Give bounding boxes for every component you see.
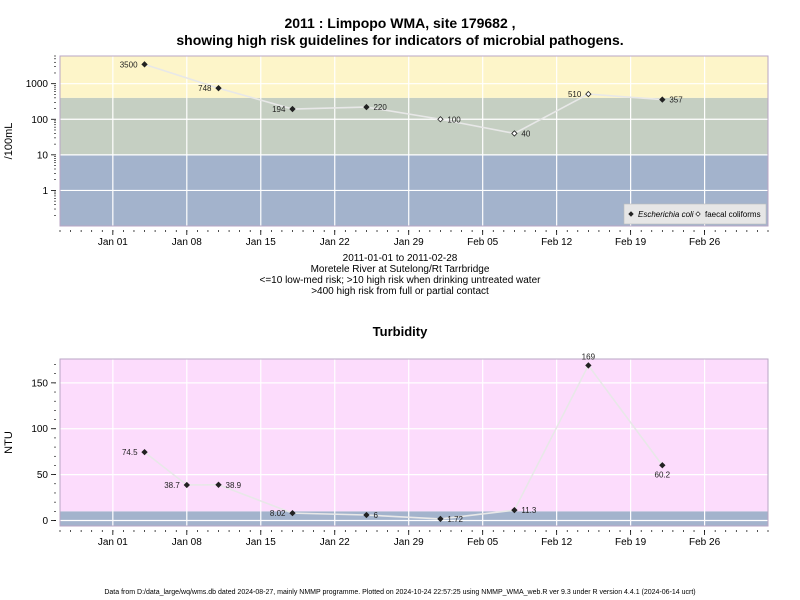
data-point-6 — [585, 90, 592, 98]
subtitle-site-name: Moretele River at Sutelong/Rt Tarrbridge — [310, 264, 490, 275]
footer-source-note: Data from D:/data_large/wq/wms.db dated … — [104, 589, 696, 596]
plot-frame — [59, 55, 769, 227]
y-tick-label-3: 1000 — [26, 79, 49, 90]
x-tick-label-3: Jan 22 — [320, 237, 350, 248]
data-point-2 — [289, 105, 296, 113]
data-point-4 — [437, 116, 444, 123]
y-tick-label-1: 10 — [37, 150, 49, 161]
x-tick-label-2: Jan 15 — [246, 237, 276, 248]
data-label-3: 8.02 — [270, 509, 286, 518]
y-tick-label-0: 0 — [42, 516, 48, 527]
series-line — [144, 63, 663, 135]
data-label-3: 220 — [373, 103, 387, 112]
data-label-1: 38.7 — [164, 481, 180, 490]
data-label-5: 40 — [521, 129, 530, 138]
data-point-1 — [183, 481, 190, 489]
data-point-3 — [289, 509, 296, 517]
data-point-8 — [659, 462, 666, 469]
x-tick-label-1: Jan 08 — [172, 537, 202, 548]
data-point-1 — [215, 85, 222, 92]
plot-frame — [59, 358, 769, 527]
legend-marker-0 — [628, 211, 634, 217]
y-axis-label: NTU — [3, 431, 15, 454]
x-tick-label-7: Feb 19 — [615, 237, 647, 248]
legend-marker-1 — [695, 211, 701, 217]
y-tick-label-3: 150 — [31, 378, 48, 389]
data-point-3 — [363, 103, 370, 111]
subtitle-drinking-guideline: <=10 low-med risk; >10 high risk when dr… — [259, 275, 541, 286]
y-tick-label-2: 100 — [31, 424, 48, 435]
risk-band-1 — [60, 97, 768, 155]
x-tick-label-8: Feb 26 — [689, 537, 721, 548]
x-tick-label-6: Feb 12 — [541, 237, 573, 248]
data-label-4: 6 — [373, 511, 378, 520]
data-label-5: 1.72 — [447, 515, 463, 524]
x-tick-label-6: Feb 12 — [541, 537, 573, 548]
data-point-6 — [511, 506, 518, 514]
x-tick-label-5: Feb 05 — [467, 537, 499, 548]
risk-band-0 — [60, 511, 768, 526]
x-tick-label-2: Jan 15 — [246, 537, 276, 548]
x-tick-label-4: Jan 29 — [394, 237, 424, 248]
x-tick-label-8: Feb 26 — [689, 237, 721, 248]
plot-area-1: Jan 01 Jan 08 Jan 15 Jan 22 Jan 29 Feb 05 Feb … — [3, 55, 769, 248]
y-tick-label-2: 100 — [31, 115, 48, 126]
data-label-1: 748 — [198, 84, 212, 93]
y-axis-label: /100mL — [3, 123, 15, 160]
data-label-6: 11.3 — [521, 506, 537, 515]
chart-title-line-1: 2011 : Limpopo WMA, site 179682 , — [284, 15, 516, 31]
plot-area-2: Jan 01 Jan 08 Jan 15 Jan 22 Jan 29 Feb 05 Feb … — [3, 352, 769, 548]
legend-box — [623, 203, 767, 225]
data-point-0 — [141, 448, 148, 456]
data-point-4 — [363, 511, 370, 519]
y-tick-label-0: 1 — [42, 186, 48, 197]
x-tick-label-4: Jan 29 — [394, 537, 424, 548]
x-tick-label-1: Jan 08 — [172, 237, 202, 248]
turbidity-chart-title: Turbidity — [372, 324, 428, 339]
data-label-7: 357 — [669, 96, 683, 105]
data-label-2: 194 — [272, 105, 286, 114]
data-point-5 — [437, 515, 444, 523]
risk-band-1 — [60, 359, 768, 512]
legend-label-0: Escherichia coli — [638, 210, 694, 219]
data-label-6: 510 — [568, 90, 582, 99]
x-tick-label-0: Jan 01 — [98, 237, 128, 248]
data-point-0 — [141, 61, 148, 68]
subtitle-contact-guideline: >400 high risk from full or partial cont… — [311, 286, 489, 297]
x-tick-label-3: Jan 22 — [320, 537, 350, 548]
data-label-0: 3500 — [120, 60, 138, 69]
data-point-5 — [511, 130, 518, 137]
data-label-4: 100 — [447, 115, 461, 124]
data-point-7 — [585, 362, 592, 369]
y-tick-label-1: 50 — [37, 470, 49, 481]
data-point-7 — [659, 96, 666, 103]
data-point-2 — [215, 481, 222, 488]
data-label-0: 74.5 — [122, 448, 138, 457]
subtitle-date-range: 2011-01-01 to 2011-02-28 — [342, 253, 458, 264]
data-label-2: 38.9 — [226, 481, 242, 490]
legend: Escherichia coli faecal coliforms — [623, 203, 767, 225]
chart-title-line-2: showing high risk guidelines for indicat… — [176, 32, 624, 48]
data-label-7: 169 — [582, 352, 596, 361]
x-tick-label-7: Feb 19 — [615, 537, 647, 548]
x-tick-label-5: Feb 05 — [467, 237, 499, 248]
risk-band-2 — [60, 56, 768, 98]
x-tick-label-0: Jan 01 — [98, 537, 128, 548]
data-label-8: 60.2 — [655, 470, 671, 479]
legend-label-1: faecal coliforms — [705, 210, 761, 219]
